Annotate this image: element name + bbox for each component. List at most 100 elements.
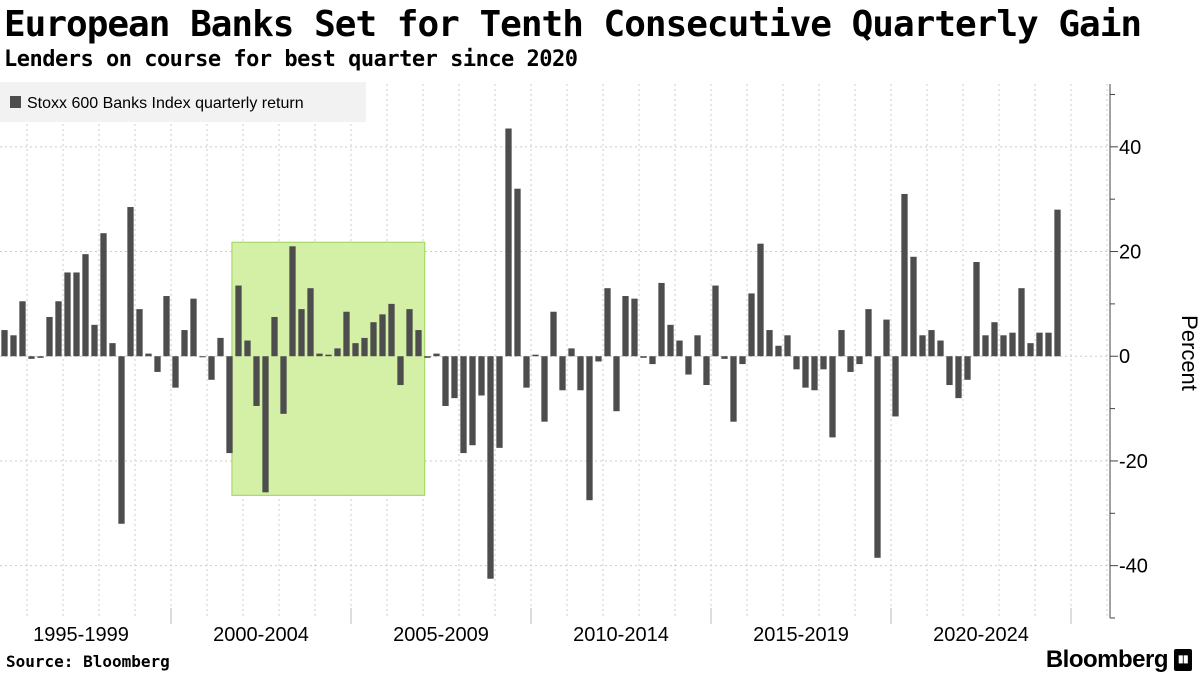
bar [874,356,881,558]
bar [748,293,755,357]
bar [64,272,71,357]
bar [964,356,971,380]
bar [1036,332,1043,357]
bar [190,298,197,357]
bar [676,340,683,357]
bar [631,298,638,357]
bar [496,356,503,448]
bar [757,243,764,357]
bar [973,262,980,357]
bar [469,356,476,446]
bar [325,354,332,357]
brand-name: Bloomberg [1045,646,1169,673]
bar [604,288,611,357]
bar [703,356,710,386]
x-tick-label: 2005-2009 [393,624,489,646]
bar [91,324,98,357]
bar [991,322,998,357]
bar [127,207,134,357]
bar [487,356,494,579]
bar [235,285,242,357]
bar [820,356,827,370]
bar [811,356,818,391]
bar [955,356,962,399]
bar [541,356,548,422]
bar [73,272,80,357]
bar [19,301,26,357]
bar [46,316,53,357]
bar [316,353,323,357]
bar [361,337,368,357]
bar [613,356,620,412]
bar [226,356,233,454]
bar [289,246,296,357]
highlight-box [231,241,426,496]
bar [298,309,305,357]
bar [829,356,836,438]
bar [739,356,746,365]
bar [892,356,899,417]
bar [352,343,359,357]
bar [586,356,593,501]
bar [163,296,170,357]
bar [937,340,944,357]
bar [451,356,458,399]
bar [199,356,206,358]
bar [595,356,602,362]
bar [640,356,647,358]
bar [685,356,692,375]
bar [559,356,566,391]
bar [334,348,341,357]
bar [280,356,287,414]
bar [721,356,728,359]
gridlines [0,84,1110,624]
bar [145,353,152,357]
bar [244,340,251,357]
bar [1045,332,1052,357]
bar [622,296,629,357]
bar [1009,332,1016,357]
legend-background [0,82,366,122]
bar [532,354,539,357]
bar [442,356,449,406]
bar [217,337,224,357]
bar [784,335,791,357]
bar [568,348,575,357]
bar [730,356,737,422]
x-tick-label: 2020-2024 [933,624,1029,646]
y-tick-label: 0 [1119,346,1130,368]
x-tick-label: 2000-2004 [213,624,309,646]
bar [208,356,215,380]
bar [37,356,44,358]
legend: Stoxx 600 Banks Index quarterly return [0,82,366,122]
bar [118,356,125,524]
bar [1,330,8,357]
legend-label: Stoxx 600 Banks Index quarterly return [27,95,304,112]
bar [505,128,512,357]
bar [478,356,485,396]
y-tick-label: -20 [1119,451,1148,473]
bar [658,282,665,357]
bar [946,356,953,386]
bar [793,356,800,370]
bar [397,356,404,386]
chart-title: European Banks Set for Tenth Consecutive… [4,4,1142,45]
bar [919,335,926,357]
bar [55,301,62,357]
bar [388,303,395,357]
bar [154,356,161,372]
bar [856,356,863,365]
bar [865,309,872,357]
bar [28,356,35,359]
bar [433,353,440,357]
bar [847,356,854,372]
bar [883,319,890,357]
bar [775,345,782,357]
bar [10,335,17,357]
y-axis: -40 -20 0 20 40 [1109,84,1148,619]
bar [424,356,431,358]
bar [136,309,143,357]
x-tick-label: 1995-1999 [33,624,129,646]
bar [460,356,467,454]
y-tick-label: -40 [1119,556,1148,578]
